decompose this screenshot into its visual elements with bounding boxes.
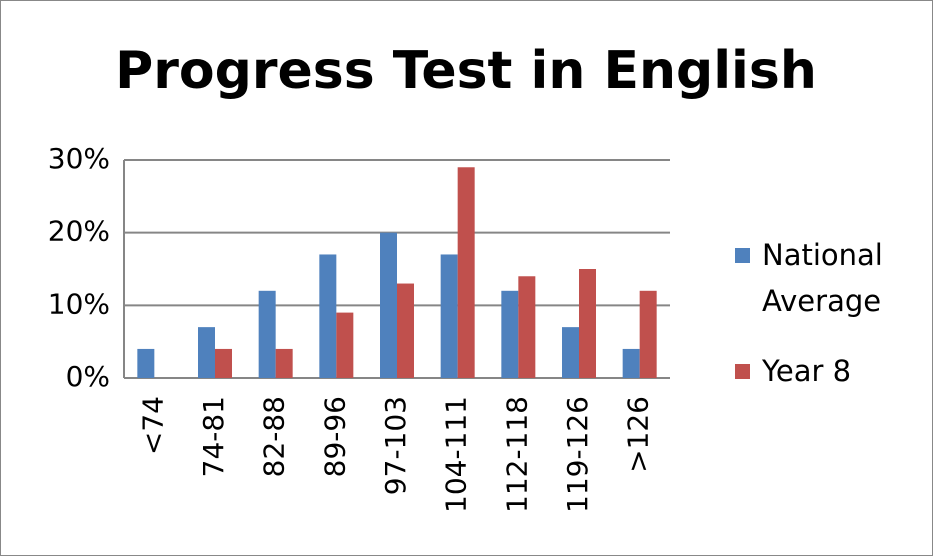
bar [137, 348, 155, 378]
bar [198, 327, 215, 378]
bar [380, 232, 397, 378]
y-tick-label: 10% [48, 287, 110, 320]
x-tick-label: 119-126 [561, 396, 594, 513]
x-tick-label: 89-96 [318, 396, 351, 477]
bar [440, 254, 458, 378]
x-tick-label: <74 [136, 396, 169, 455]
x-tick-label: 97-103 [379, 396, 412, 495]
legend-swatch [735, 364, 750, 379]
x-tick-label: 112-118 [500, 396, 533, 513]
bar [258, 290, 276, 378]
y-tick-label: 30% [48, 142, 110, 175]
bar [275, 348, 293, 378]
legend-label: National Average [762, 238, 883, 318]
bar [397, 283, 414, 378]
bar [457, 167, 475, 378]
legend-label: Year 8 [762, 354, 852, 388]
x-tick-label: >126 [622, 396, 655, 473]
chart-title: Progress Test in English [115, 41, 817, 101]
bar [215, 348, 232, 378]
bar [639, 290, 657, 378]
bar [336, 312, 354, 378]
y-tick-label: 0% [66, 360, 110, 393]
x-tick-label: 104-111 [440, 396, 473, 513]
x-tick-label: 74-81 [197, 396, 230, 477]
bar [518, 276, 536, 378]
bar [319, 254, 337, 378]
bar [562, 327, 579, 378]
x-tick-label: 82-88 [258, 396, 291, 477]
y-tick-label: 20% [48, 215, 110, 248]
legend-swatch [735, 248, 750, 263]
bar [579, 269, 596, 378]
bar [501, 290, 519, 378]
bar [622, 348, 640, 378]
